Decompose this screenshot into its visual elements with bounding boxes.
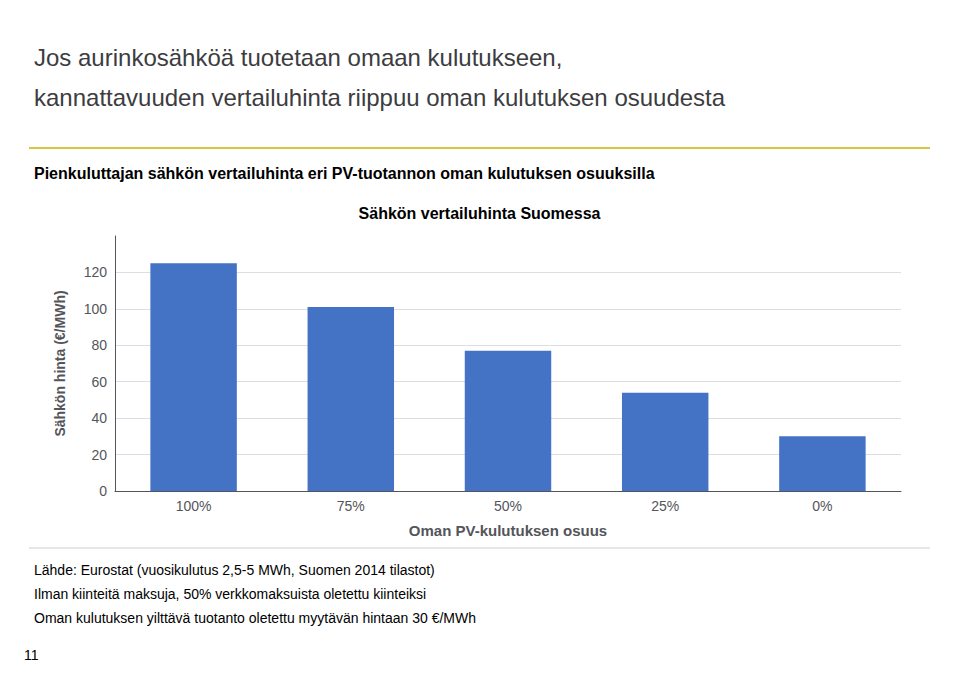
svg-text:Oman kulutuksen yilttävä tuota: Oman kulutuksen yilttävä tuotanto oletet… (34, 610, 476, 626)
svg-text:kannattavuuden vertailuhinta r: kannattavuuden vertailuhinta riippuu oma… (34, 84, 726, 111)
svg-text:Lähde: Eurostat (vuosikulutus: Lähde: Eurostat (vuosikulutus 2,5-5 MWh,… (34, 562, 435, 578)
svg-text:100%: 100% (176, 498, 212, 514)
svg-text:Pienkuluttajan sähkön vertailu: Pienkuluttajan sähkön vertailuhinta eri … (34, 165, 655, 182)
svg-text:Sähkön hinta (€/MWh): Sähkön hinta (€/MWh) (52, 290, 68, 436)
svg-text:100: 100 (84, 301, 108, 317)
svg-text:50%: 50% (494, 498, 522, 514)
svg-text:Oman PV-kulutuksen osuus: Oman PV-kulutuksen osuus (409, 522, 607, 539)
svg-text:Ilman kiinteitä maksuja, 50% v: Ilman kiinteitä maksuja, 50% verkkomaksu… (34, 586, 426, 602)
svg-text:0%: 0% (812, 498, 832, 514)
svg-text:60: 60 (91, 374, 107, 390)
svg-text:80: 80 (91, 337, 107, 353)
svg-text:75%: 75% (337, 498, 365, 514)
svg-text:40: 40 (91, 410, 107, 426)
svg-text:Jos aurinkosähköä tuotetaan om: Jos aurinkosähköä tuotetaan omaan kulutu… (34, 44, 562, 71)
svg-text:11: 11 (24, 647, 39, 663)
svg-text:25%: 25% (651, 498, 679, 514)
svg-text:20: 20 (91, 447, 107, 463)
svg-text:120: 120 (84, 264, 108, 280)
svg-text:Sähkön vertailuhinta Suomessa: Sähkön vertailuhinta Suomessa (359, 205, 601, 222)
svg-text:0: 0 (99, 483, 107, 499)
